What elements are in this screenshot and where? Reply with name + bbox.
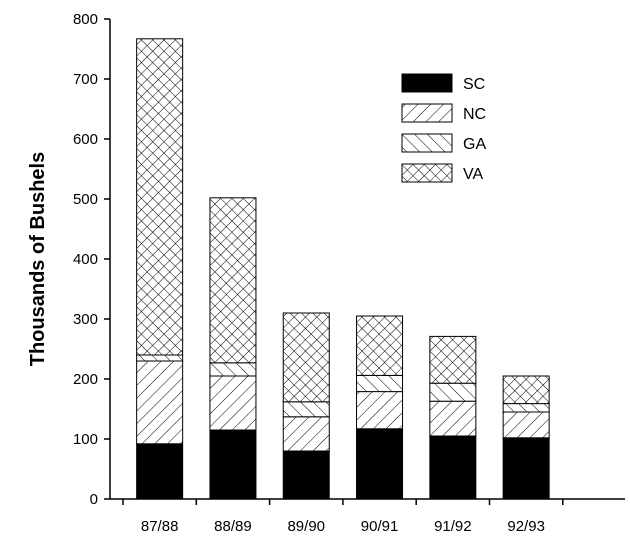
bar-segment-ga-92-93	[502, 403, 550, 413]
x-tick-label: 88/89	[214, 518, 252, 535]
bars	[136, 38, 550, 500]
legend-swatch-va	[401, 163, 453, 183]
bar-segment-va-89-90	[282, 312, 330, 403]
x-tick-label: 89/90	[287, 518, 325, 535]
bar-segment-sc-87-88	[136, 443, 184, 500]
bar-segment-sc-91-92	[429, 435, 477, 500]
legend-label-va: VA	[463, 166, 483, 183]
bar-segment-va-90-91	[356, 315, 404, 376]
y-tick-label: 400	[73, 251, 98, 268]
y-tick-label: 300	[73, 311, 98, 328]
bar-segment-nc-90-91	[356, 391, 404, 430]
bar-segment-nc-87-88	[136, 360, 184, 445]
legend-label-sc: SC	[463, 76, 485, 93]
bar-segment-nc-91-92	[429, 400, 477, 437]
bar-segment-ga-91-92	[429, 382, 477, 402]
x-axis: 87/88 88/89 89/90 90/91 91/92 92/93	[110, 498, 625, 535]
y-tick-label: 500	[73, 191, 98, 208]
bar-segment-nc-89-90	[282, 416, 330, 452]
bar-segment-va-92-93	[502, 375, 550, 405]
x-tick-label: 87/88	[141, 518, 179, 535]
y-tick-label: 800	[73, 11, 98, 28]
y-tick-label: 600	[73, 131, 98, 148]
bar-segment-ga-90-91	[356, 374, 404, 393]
legend: SC NC GA VA	[401, 73, 486, 183]
y-tick-label: 100	[73, 431, 98, 448]
bar-segment-sc-89-90	[282, 450, 330, 500]
bar-segment-va-87-88	[136, 38, 184, 356]
legend-swatch-sc	[401, 73, 453, 93]
x-tick-label: 90/91	[361, 518, 399, 535]
y-axis: 0 100 200 300 400 500 600 700 800	[73, 11, 111, 508]
y-tick-label: 0	[90, 491, 98, 508]
y-axis-title: Thousands of Bushels	[27, 152, 49, 366]
bar-segment-va-88-89	[209, 197, 257, 364]
bar-segment-ga-88-89	[209, 362, 257, 377]
bar-segment-nc-88-89	[209, 375, 257, 431]
legend-swatch-ga	[401, 133, 453, 153]
y-tick-label: 700	[73, 71, 98, 88]
legend-label-nc: NC	[463, 106, 486, 123]
bar-segment-ga-89-90	[282, 401, 330, 418]
bar-segment-va-91-92	[429, 335, 477, 384]
y-tick-label: 200	[73, 371, 98, 388]
bar-segment-sc-92-93	[502, 437, 550, 500]
x-tick-label: 91/92	[434, 518, 472, 535]
legend-swatch-nc	[401, 103, 453, 123]
bar-segment-sc-88-89	[209, 429, 257, 500]
bar-segment-sc-90-91	[356, 428, 404, 500]
x-tick-label: 92/93	[507, 518, 545, 535]
legend-label-ga: GA	[463, 136, 486, 153]
bar-segment-ga-87-88	[136, 354, 184, 362]
bar-segment-nc-92-93	[502, 411, 550, 439]
